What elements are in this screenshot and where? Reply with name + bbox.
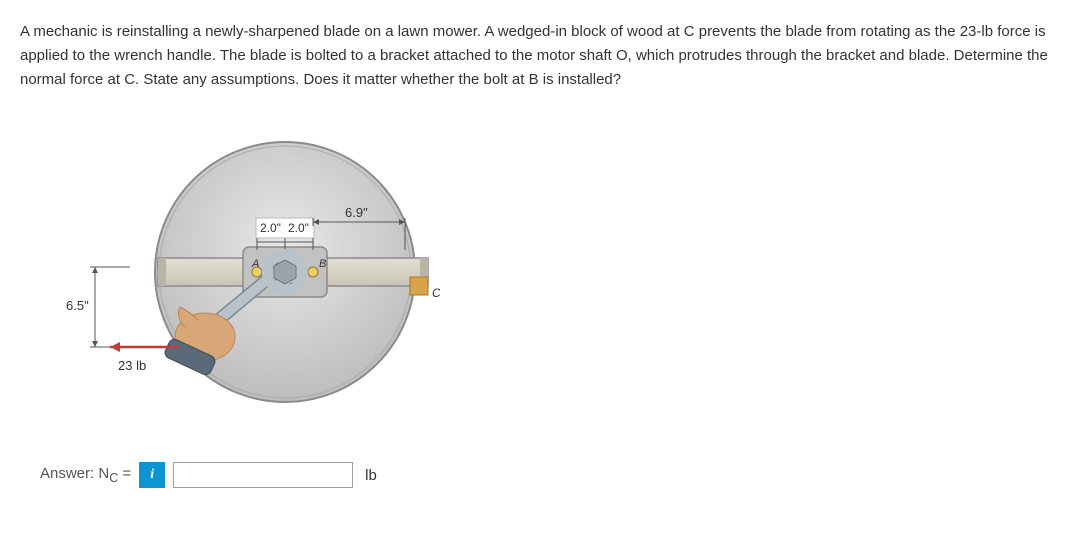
figure: A O B C 2.0" 2.0" 6.9" [40, 122, 440, 432]
svg-text:C: C [432, 286, 440, 300]
dim-handle: 6.5" [66, 298, 89, 313]
answer-row: Answer: NC = i lb [40, 462, 1056, 488]
problem-statement: A mechanic is reinstalling a newly-sharp… [20, 20, 1056, 92]
svg-text:2.0": 2.0" [288, 221, 309, 235]
force-label: 23 lb [118, 358, 146, 373]
svg-text:A: A [251, 258, 259, 270]
svg-text:2.0": 2.0" [260, 221, 281, 235]
svg-text:6.9": 6.9" [345, 205, 368, 220]
svg-text:B: B [319, 258, 326, 270]
info-button[interactable]: i [139, 462, 165, 488]
unit-label: lb [365, 467, 377, 484]
figure-svg: A O B C 2.0" 2.0" 6.9" [40, 122, 440, 432]
answer-input[interactable] [173, 462, 353, 488]
answer-label: Answer: NC = [40, 465, 131, 485]
